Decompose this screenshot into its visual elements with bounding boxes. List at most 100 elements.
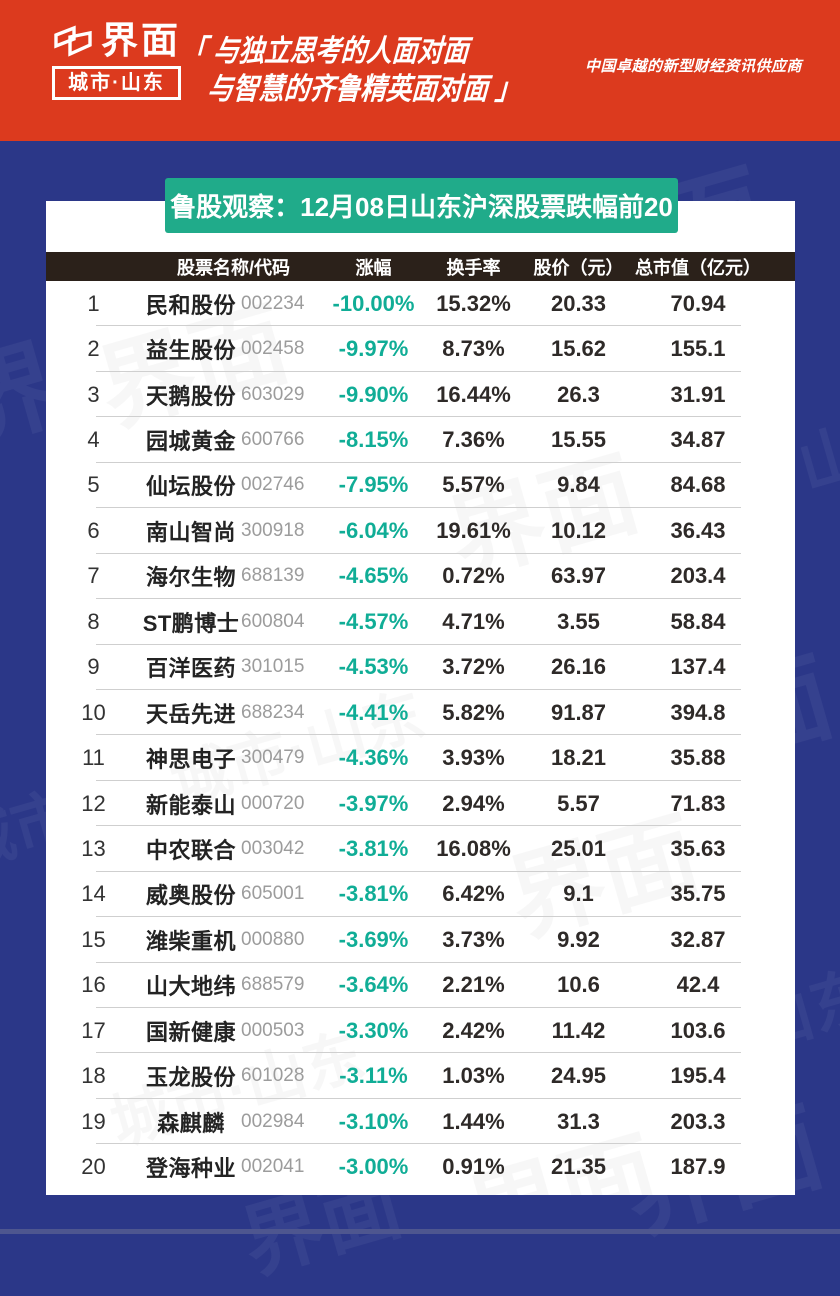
slogan-line1: 「 与独立思考的人面对面: [179, 35, 470, 68]
rank-cell: 13: [81, 835, 106, 861]
table-row: 18 玉龙股份 601028 -3.11% 1.03% 24.95 195.4: [46, 1053, 795, 1100]
masthead: 界面 城市·山东 「 与独立思考的人面对面 与智慧的齐鲁精英面对面 」 中国卓越…: [0, 0, 840, 141]
change-percent-cell: -3.10%: [338, 1108, 409, 1134]
price-cell: 5.57: [557, 790, 600, 816]
stock-code-cell: 002746: [241, 474, 305, 496]
price-cell: 21.35: [550, 1154, 607, 1180]
rank-cell: 5: [87, 472, 100, 498]
slogan-line2: 与智慧的齐鲁精英面对面 」: [206, 73, 522, 106]
table-row: 10 天岳先进 688234 -4.41% 5.82% 91.87 394.8: [46, 690, 795, 736]
change-percent-cell: -3.97%: [338, 790, 409, 816]
title-bar: 鲁股观察：12月08日山东沪深股票跌幅前20: [165, 178, 678, 233]
turnover-cell: 4.71%: [442, 608, 505, 634]
price-cell: 26.3: [557, 381, 600, 407]
bottom-strip: [0, 1229, 840, 1234]
table-row: 5 仙坛股份 002746 -7.95% 5.57% 9.84 84.68: [46, 463, 795, 509]
market-cap-cell: 70.94: [670, 290, 726, 316]
price-cell: 15.62: [550, 336, 607, 362]
table-row: 4 园城黄金 600766 -8.15% 7.36% 15.55 34.87: [46, 417, 795, 464]
change-percent-cell: -9.90%: [338, 381, 409, 407]
market-cap-cell: 32.87: [670, 926, 726, 952]
tagline: 中国卓越的新型财经资讯供应商: [584, 58, 802, 75]
rank-cell: 14: [81, 881, 106, 907]
table-row: 7 海尔生物 688139 -4.65% 0.72% 63.97 203.4: [46, 554, 795, 600]
change-percent-cell: -4.53%: [338, 654, 409, 680]
table-row: 6 南山智尚 300918 -6.04% 19.61% 10.12 36.43: [46, 508, 795, 555]
stock-code-cell: 002458: [241, 338, 305, 360]
price-cell: 24.95: [550, 1063, 607, 1089]
rank-cell: 10: [81, 699, 106, 725]
stock-code-cell: 301015: [241, 656, 305, 678]
stock-code-cell: 605001: [241, 883, 305, 905]
price-cell: 31.3: [557, 1108, 600, 1134]
turnover-cell: 16.44%: [436, 381, 511, 407]
change-percent-cell: -3.11%: [339, 1063, 408, 1089]
turnover-cell: 3.93%: [442, 745, 505, 771]
turnover-cell: 3.73%: [442, 926, 505, 952]
table-row: 11 神思电子 300479 -4.36% 3.93% 18.21 35.88: [46, 735, 795, 782]
stock-code-cell: 000880: [241, 928, 305, 950]
header-turnover: 换手率: [446, 257, 501, 278]
table-row: 20 登海种业 002041 -3.00% 0.91% 21.35 187.9: [46, 1144, 795, 1189]
turnover-cell: 6.42%: [442, 881, 505, 907]
market-cap-cell: 394.8: [670, 699, 726, 725]
table-row: 15 潍柴重机 000880 -3.69% 3.73% 9.92 32.87: [46, 917, 795, 964]
rank-cell: 4: [87, 427, 100, 453]
table-row: 14 威奥股份 605001 -3.81% 6.42% 9.1 35.75: [46, 872, 795, 918]
change-percent-cell: -3.00%: [338, 1154, 409, 1180]
price-cell: 15.55: [550, 427, 607, 453]
change-percent-cell: -10.00%: [332, 290, 415, 316]
change-percent-cell: -4.36%: [338, 745, 409, 771]
table-row: 8 ST鹏博士 600804 -4.57% 4.71% 3.55 58.84: [46, 599, 795, 645]
stock-code-cell: 000720: [241, 792, 305, 814]
market-cap-cell: 103.6: [670, 1017, 726, 1043]
change-percent-cell: -4.57%: [338, 608, 409, 634]
market-cap-cell: 137.4: [670, 654, 726, 680]
stock-code-cell: 688579: [241, 974, 305, 996]
stock-name-cell: 仙坛股份: [145, 474, 236, 500]
rank-cell: 17: [81, 1017, 106, 1043]
brand-block: 界面 城市·山东: [52, 22, 181, 100]
price-cell: 63.97: [550, 563, 607, 589]
data-panel: 界面 界面 城市·山东 界面 城市·山东 界面 股票名称/代码 涨幅 换手率 股…: [46, 201, 795, 1195]
price-cell: 26.16: [550, 654, 607, 680]
market-cap-cell: 187.9: [670, 1154, 726, 1180]
title-text: 鲁股观察：12月08日山东沪深股票跌幅前20: [170, 192, 673, 222]
stock-code-cell: 688139: [241, 565, 305, 587]
change-percent-cell: -3.64%: [338, 972, 409, 998]
price-cell: 11.42: [551, 1017, 606, 1043]
turnover-cell: 7.36%: [442, 427, 505, 453]
stock-name-cell: 国新健康: [145, 1019, 236, 1045]
stock-name-cell: ST鹏博士: [142, 610, 240, 636]
stock-code-cell: 300479: [241, 747, 305, 769]
market-cap-cell: 31.91: [670, 381, 726, 407]
market-cap-cell: 36.43: [670, 517, 726, 543]
stock-name-cell: 天鹅股份: [145, 383, 236, 409]
change-percent-cell: -3.30%: [338, 1017, 409, 1043]
stock-code-cell: 600766: [241, 429, 305, 451]
rank-cell: 9: [87, 654, 100, 680]
table-row: 9 百洋医药 301015 -4.53% 3.72% 26.16 137.4: [46, 645, 795, 691]
stock-code-cell: 000503: [241, 1019, 305, 1041]
turnover-cell: 1.03%: [442, 1063, 505, 1089]
change-percent-cell: -3.81%: [338, 835, 409, 861]
price-cell: 25.01: [550, 835, 607, 861]
table-header: 股票名称/代码 涨幅 换手率 股价（元） 总市值（亿元）: [46, 252, 795, 281]
rank-cell: 6: [87, 517, 100, 543]
market-cap-cell: 42.4: [676, 972, 720, 998]
table-row: 1 民和股份 002234 -10.00% 15.32% 20.33 70.94: [46, 281, 795, 327]
turnover-cell: 2.94%: [442, 790, 505, 816]
table-row: 2 益生股份 002458 -9.97% 8.73% 15.62 155.1: [46, 326, 795, 373]
change-percent-cell: -8.15%: [338, 427, 409, 453]
turnover-cell: 5.82%: [442, 699, 505, 725]
price-cell: 18.21: [550, 745, 607, 771]
stock-name-cell: 山大地纬: [145, 974, 236, 1000]
turnover-cell: 0.91%: [442, 1154, 505, 1180]
change-percent-cell: -7.95%: [338, 472, 409, 498]
market-cap-cell: 203.3: [670, 1108, 726, 1134]
header-price: 股价（元）: [533, 257, 624, 278]
price-cell: 91.87: [550, 699, 607, 725]
change-percent-cell: -6.04%: [338, 517, 409, 543]
table-row: 19 森麒麟 002984 -3.10% 1.44% 31.3 203.3: [46, 1099, 795, 1145]
stock-name-cell: 新能泰山: [145, 792, 236, 818]
